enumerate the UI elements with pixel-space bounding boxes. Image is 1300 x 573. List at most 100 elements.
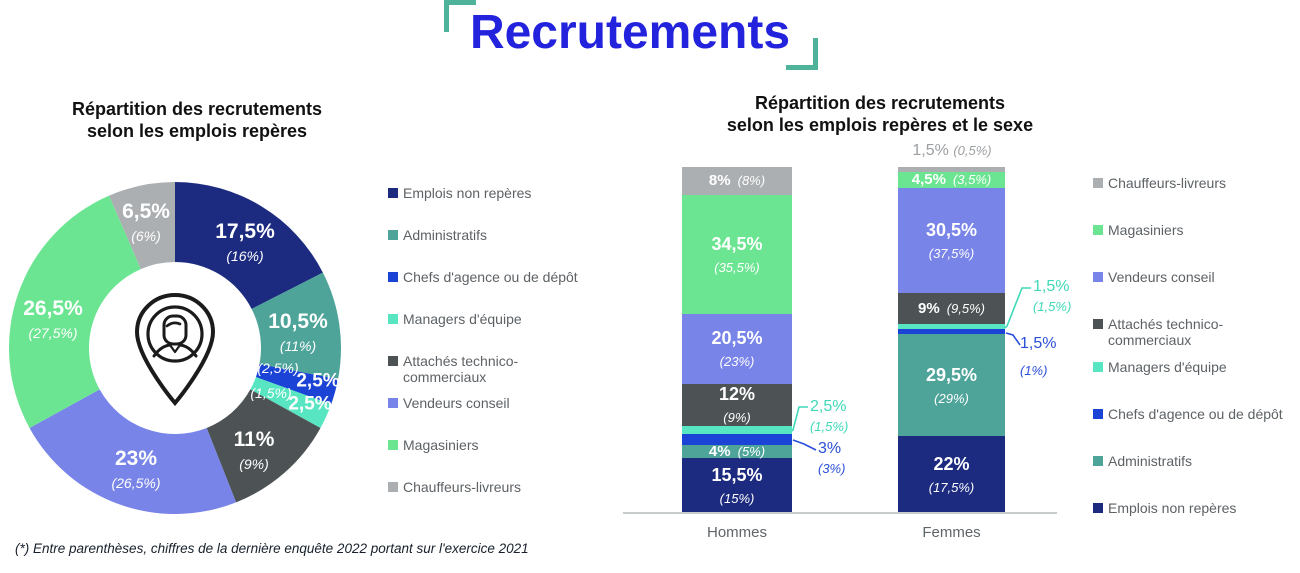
bar-chart-title-line2: selon les emplois repères et le sexe	[726, 115, 1034, 135]
legend-color-chip	[1093, 272, 1103, 282]
bar-segment-0-2	[682, 434, 792, 445]
slice-value: 23%	[114, 447, 158, 470]
donut-slice-5	[29, 389, 237, 514]
legend-label: Emplois non repères	[1108, 500, 1237, 516]
bar-segment-1-0: 22% (17,5%)	[898, 436, 1005, 513]
bar-segment-1-5: 30,5% (37,5%)	[898, 187, 1005, 293]
segment-prev-value: (35,5%)	[714, 259, 760, 275]
donut-prev-managers-equipe: (1,5%)	[250, 385, 292, 401]
legend-item-managers-d-equipe: Managers d'équipe	[388, 311, 608, 327]
slice-prev-value: (11%)	[279, 338, 317, 354]
legend-label: Managers d'équipe	[403, 311, 522, 327]
bar-segment-1-6: 4,5% (3,5%)	[898, 172, 1005, 188]
slice-prev-value: (9%)	[239, 456, 269, 472]
legend-label: Magasiniers	[403, 437, 479, 453]
donut-label-attaches-technico: 11% (9%)	[234, 429, 275, 471]
legend-item-managers-d-equipe: Managers d'équipe	[1093, 359, 1298, 375]
label-above-femmes-bar: 1,5% (0,5%)	[876, 143, 1028, 159]
segment-prev-value: (8%)	[737, 173, 766, 189]
bar-segment-1-3	[898, 323, 1005, 330]
callout-prev-value: (1,5%)	[1033, 299, 1072, 314]
legend-item-administratifs: Administratifs	[1093, 453, 1298, 469]
callout-value: 2,5%	[810, 398, 847, 415]
segment-prev-value: (29%)	[934, 390, 969, 406]
donut-slice-2	[255, 364, 339, 405]
legend-color-chip	[1093, 409, 1103, 419]
callout-prev-value: (3%)	[818, 461, 846, 476]
person-location-pin-icon	[134, 292, 216, 407]
legend-item-vendeurs-conseil: Vendeurs conseil	[1093, 269, 1298, 285]
donut-slice-6	[8, 195, 141, 428]
callout-hommes-chefs-agence: 3% (3%)	[818, 440, 846, 476]
donut-slice-4	[206, 389, 321, 503]
legend-item-chauffeurs-livreurs: Chauffeurs-livreurs	[1093, 175, 1298, 191]
segment-prev-value: (17,5%)	[928, 479, 975, 495]
slice-value: 6,5%	[122, 200, 170, 223]
segment-value: 20,5%	[711, 328, 763, 349]
legend-item-chefs-d-agence-ou-de-depot: Chefs d'agence ou de dépôt	[1093, 406, 1298, 422]
bar-chart-title: Répartition des recrutements selon les e…	[660, 92, 1100, 136]
legend-item-attaches-technico-commerciaux: Attachés technico-commerciaux	[1093, 316, 1298, 348]
donut-slice-1	[251, 272, 342, 380]
segment-value: 29,5%	[925, 364, 978, 385]
legend-item-chefs-d-agence-ou-de-depot: Chefs d'agence ou de dépôt	[388, 269, 608, 285]
donut-chart: 17,5% (16%) 10,5% (11%) (2,5%) 2,5% (1,5…	[5, 176, 345, 521]
bar-segment-1-1: 29,5% (29%)	[898, 334, 1005, 437]
legend-item-chauffeurs-livreurs: Chauffeurs-livreurs	[388, 479, 608, 495]
bar-segment-0-6: 34,5% (35,5%)	[682, 194, 792, 314]
legend-label: Managers d'équipe	[1108, 359, 1227, 375]
donut-chart-title-line2: selon les emplois repères	[86, 121, 308, 141]
segment-value: 9%	[918, 299, 940, 317]
legend-item-attaches-technico-commerciaux: Attachés technico-commerciaux	[388, 353, 608, 385]
slice-prev-value: (26,5%)	[111, 475, 161, 491]
segment-value: 22%	[933, 453, 970, 474]
x-axis-label-hommes: Hommes	[706, 524, 767, 541]
legend-label: Vendeurs conseil	[403, 395, 510, 411]
bar-segment-1-4: 9% (9,5%)	[898, 292, 1005, 324]
callout-value: 1,5%	[1033, 278, 1070, 295]
segment-prev-value: (9%)	[723, 410, 751, 426]
segment-value: 8%	[708, 172, 731, 190]
segment-prev-value: (5%)	[737, 444, 766, 460]
donut-slice-3	[250, 377, 332, 428]
callout-femmes-managers-equipe: 1,5% (1,5%)	[1033, 278, 1072, 314]
slice-value: 26,5%	[23, 297, 83, 320]
segment-prev-value: (23%)	[719, 354, 755, 370]
legend-label: Administratifs	[1108, 453, 1193, 469]
legend-label: Emplois non repères	[403, 185, 532, 201]
legend-color-chip	[388, 398, 398, 408]
callout-value: 1,5%	[1020, 335, 1057, 352]
bar-segment-0-1: 4% (5%)	[682, 443, 792, 461]
callout-hommes-managers-equipe: 2,5% (1,5%)	[810, 398, 849, 434]
callout-femmes-chefs-agence: 1,5% (1%)	[1020, 335, 1057, 378]
legend-color-chip	[388, 356, 398, 366]
legend-item-emplois-non-reperes: Emplois non repères	[388, 185, 608, 201]
legend-color-chip	[1093, 178, 1103, 188]
legend-label: Attachés technico-commerciaux	[403, 353, 519, 385]
legend-item-magasiniers: Magasiniers	[388, 437, 608, 453]
callout-value: 3%	[818, 440, 842, 457]
title-bracket-frame: Recrutements	[440, 0, 820, 71]
slice-prev-value: (16%)	[226, 248, 264, 264]
segment-prev-value: (15%)	[719, 490, 755, 506]
slice-value: 10,5%	[268, 310, 328, 333]
callout-prev-value: (1,5%)	[810, 419, 849, 434]
legend-label: Chefs d'agence ou de dépôt	[403, 269, 578, 285]
legend-color-chip	[388, 230, 398, 240]
segment-value: 4%	[708, 443, 731, 461]
legend-color-chip	[1093, 319, 1103, 329]
segment-value: 15,5%	[711, 464, 763, 485]
donut-label-chauffeurs-livreurs: 6,5% (6%)	[122, 201, 170, 243]
callout-prev-value: (0,5%)	[953, 143, 992, 158]
legend-item-emplois-non-reperes: Emplois non repères	[1093, 500, 1298, 516]
segment-value: 12%	[718, 384, 756, 405]
legend-item-magasiniers: Magasiniers	[1093, 222, 1298, 238]
slice-value: 11%	[233, 428, 275, 451]
segment-value: 30,5%	[925, 219, 978, 240]
segment-value: 34,5%	[711, 233, 763, 254]
header: Recrutements	[0, 0, 1260, 71]
legend-color-chip	[388, 188, 398, 198]
bracket-bottom-right	[786, 38, 819, 71]
legend-label: Magasiniers	[1108, 222, 1184, 238]
slice-value: 17,5%	[215, 220, 275, 243]
